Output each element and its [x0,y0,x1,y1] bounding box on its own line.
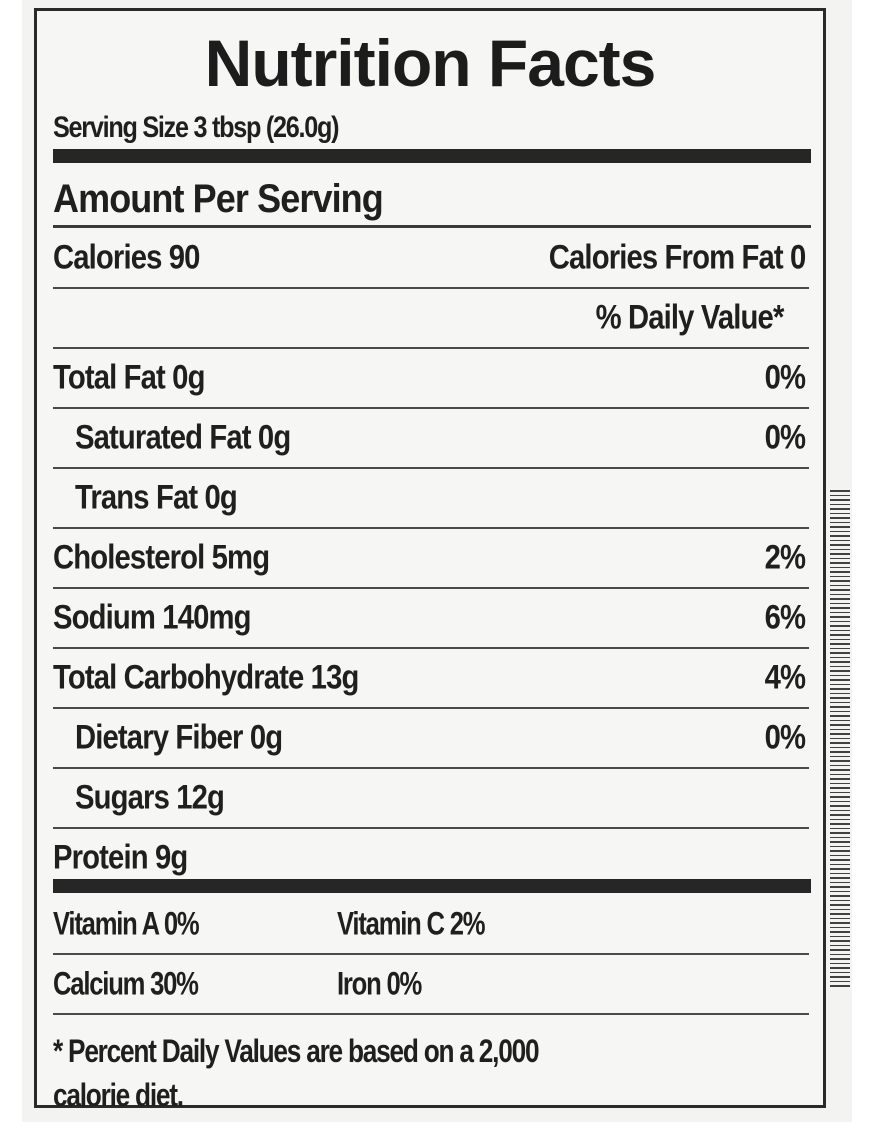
nutrient-label: Saturated Fat 0g [75,418,291,457]
nutrient-row-sugars: Sugars 12g [53,769,809,829]
divider-amount [53,225,811,228]
calories-row: Calories 90 Calories From Fat 0 [53,229,809,289]
nutrient-row-trans-fat: Trans Fat 0g [53,469,809,529]
daily-value-header: % Daily Value* [595,298,784,337]
thick-divider-top [53,149,811,163]
nutrient-label: Trans Fat 0g [75,478,238,517]
calories-from-fat: Calories From Fat 0 [548,238,806,277]
nutrient-label: Dietary Fiber 0g [75,718,283,757]
nutrient-row-protein: Protein 9g [53,829,809,887]
nutrient-dv: 2% [764,538,805,577]
nutrient-dv: 4% [764,658,805,697]
nutrition-facts-panel: Nutrition Facts Serving Size 3 tbsp (26.… [34,8,826,1113]
serving-size: Serving Size 3 tbsp (26.0g) [53,111,340,144]
nutrient-label: Total Carbohydrate 13g [53,658,359,697]
vitamin-row-2: Calcium 30% Iron 0% [53,955,809,1015]
calories-label: Calories 90 [53,238,200,277]
nutrient-row-total-carbohydrate: Total Carbohydrate 13g 4% [53,649,809,709]
footnote: * Percent Daily Values are based on a 2,… [53,1029,709,1117]
nutrient-dv: 0% [764,418,805,457]
footnote-line-2: calorie diet. [53,1077,184,1113]
amount-per-serving: Amount Per Serving [53,177,384,221]
nutrient-row-saturated-fat: Saturated Fat 0g 0% [53,409,809,469]
nutrient-row-cholesterol: Cholesterol 5mg 2% [53,529,809,589]
nutrient-label: Cholesterol 5mg [53,538,270,577]
vitamin-c: Vitamin C 2% [337,905,486,942]
nutrient-row-total-fat: Total Fat 0g 0% [53,349,809,409]
nutrient-dv: 6% [764,598,805,637]
barcode-edge [830,490,850,990]
nutrient-dv: 0% [764,718,805,757]
nutrient-row-sodium: Sodium 140mg 6% [53,589,809,649]
nutrient-label: Protein 9g [53,838,188,877]
nutrient-label: Sodium 140mg [53,598,252,637]
vitamin-a: Vitamin A 0% [53,905,200,942]
footnote-line-1: * Percent Daily Values are based on a 2,… [53,1033,540,1069]
daily-value-header-row: % Daily Value* [53,289,809,349]
nutrient-row-dietary-fiber: Dietary Fiber 0g 0% [53,709,809,769]
iron: Iron 0% [337,965,422,1002]
nutrient-label: Total Fat 0g [53,358,205,397]
calcium: Calcium 30% [53,965,199,1002]
panel-title: Nutrition Facts [204,26,657,100]
nutrient-label: Sugars 12g [75,778,225,817]
thick-divider-bottom [53,879,811,893]
nutrient-dv: 0% [764,358,805,397]
vitamin-row-1: Vitamin A 0% Vitamin C 2% [53,895,809,955]
